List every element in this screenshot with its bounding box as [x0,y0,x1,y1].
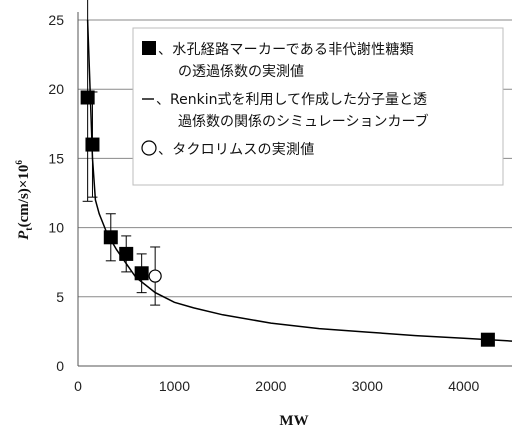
legend-label-0-0: 、水孔経路マーカーである非代謝性糖類 [158,42,414,58]
legend-marker-square [142,41,156,55]
y-axis-title-rest: (cm/s)×10 [16,165,32,228]
y-tick-label-2: 10 [48,220,64,236]
y-tick-label-1: 5 [56,289,64,305]
y-axis-title: Pt(cm/s)×106 [14,160,35,240]
y-tick-label-4: 20 [48,81,64,97]
point-circle-0 [148,269,162,283]
legend-label-1-1: 過係数の関係のシミュレーションカーブ [178,113,429,130]
axes [77,12,512,367]
x-tick-label-1: 1000 [159,378,190,394]
x-tick-label-0: 0 [74,378,82,394]
data-points [80,90,495,347]
y-tick-label-3: 15 [48,150,64,166]
point-square-2 [103,230,118,245]
y-axis-title-superscript: 6 [14,160,24,165]
legend-marker-circle [141,140,157,156]
legend-label-1-0: 、Renkin式を利用して作成した分子量と透 [156,92,427,108]
legend-label-2-0: 、タクロリムスの実測値 [158,142,314,158]
y-tick-label-0: 0 [56,358,64,374]
x-tick-label-2: 2000 [255,378,286,394]
ticks: 0 5 10 15 20 25 0 1000 2000 3000 4000 [48,12,479,394]
y-tick-label-5: 25 [48,12,64,28]
point-square-1 [85,137,100,152]
legend: 、水孔経路マーカーである非代謝性糖類の透過係数の実測値、Renkin式を利用して… [132,27,504,186]
point-square-4 [134,266,149,281]
legend-box [132,27,504,186]
x-axis-title: MW [279,413,308,429]
y-axis-title-base: P [16,230,32,240]
point-square-5 [480,332,495,347]
point-square-3 [119,246,134,261]
x-tick-label-3: 3000 [352,378,383,394]
x-tick-label-4: 4000 [448,378,479,394]
y-axis-title-subscript: t [24,227,35,231]
legend-label-0-1: の透過係数の実測値 [178,64,304,80]
point-square-0 [80,90,95,105]
